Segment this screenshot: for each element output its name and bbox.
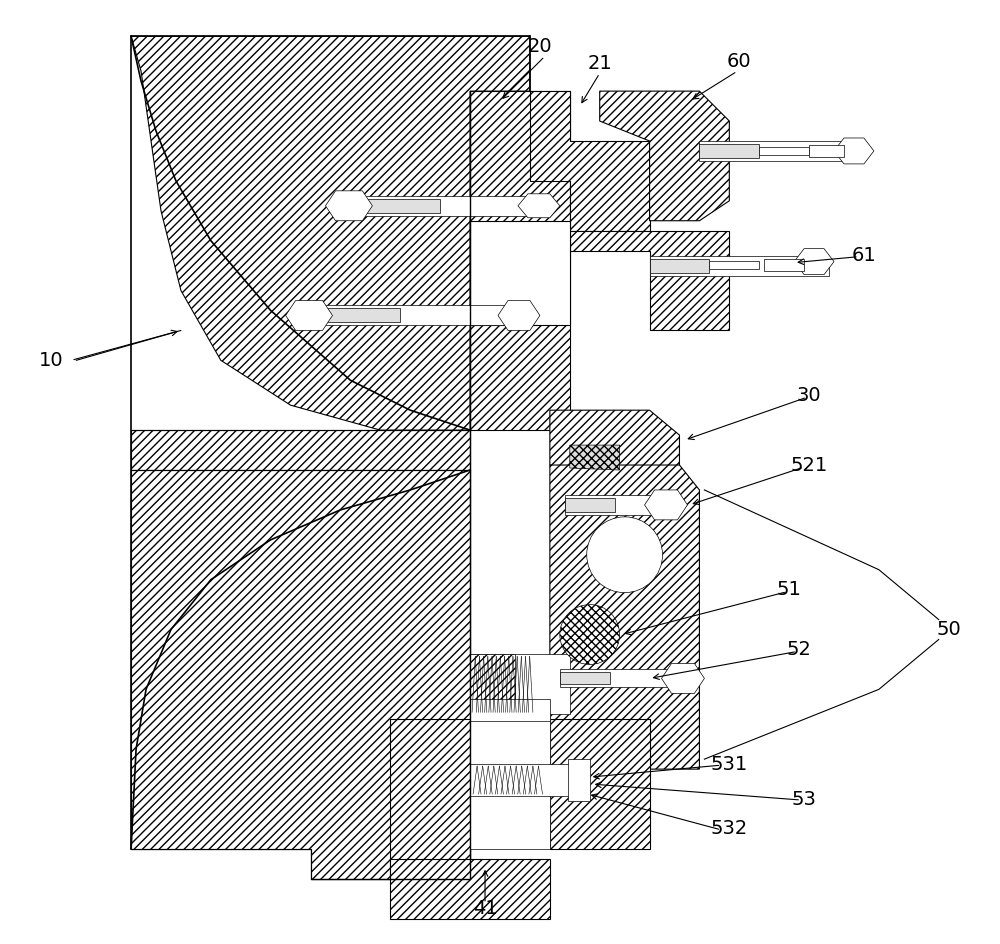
Bar — [321, 306, 520, 326]
Text: 10: 10 — [39, 351, 64, 370]
Polygon shape — [530, 92, 650, 230]
Text: 20: 20 — [528, 37, 552, 56]
Bar — [565, 497, 615, 512]
Text: 30: 30 — [797, 386, 821, 405]
Bar — [650, 259, 709, 273]
Text: 531: 531 — [711, 754, 748, 774]
Text: 53: 53 — [792, 789, 817, 808]
Bar — [650, 256, 829, 276]
Bar — [764, 259, 804, 271]
Polygon shape — [600, 92, 729, 221]
Bar — [809, 145, 844, 157]
Text: 61: 61 — [852, 246, 876, 265]
Text: 21: 21 — [587, 54, 612, 73]
Polygon shape — [550, 411, 679, 490]
Circle shape — [560, 604, 620, 665]
Bar — [560, 672, 610, 684]
Text: 532: 532 — [711, 819, 748, 838]
Bar — [565, 495, 665, 514]
Bar — [470, 764, 575, 796]
Bar — [470, 700, 550, 721]
Polygon shape — [131, 470, 470, 879]
Bar — [390, 859, 550, 919]
Polygon shape — [645, 490, 687, 520]
Polygon shape — [518, 194, 560, 218]
Polygon shape — [286, 300, 332, 330]
Circle shape — [587, 517, 663, 593]
Bar — [568, 759, 590, 801]
Bar — [470, 221, 570, 326]
Polygon shape — [570, 230, 729, 330]
Bar — [360, 195, 540, 216]
Text: 51: 51 — [777, 581, 802, 599]
Bar — [470, 92, 570, 430]
Bar — [709, 261, 759, 269]
Bar — [699, 144, 759, 158]
Polygon shape — [131, 430, 470, 470]
Text: 50: 50 — [936, 620, 961, 639]
Polygon shape — [570, 445, 620, 470]
Text: 52: 52 — [787, 640, 812, 659]
Text: 41: 41 — [473, 900, 497, 919]
Bar — [360, 199, 440, 212]
Bar — [759, 147, 809, 155]
Text: 60: 60 — [727, 52, 752, 71]
Polygon shape — [498, 300, 540, 330]
Bar — [470, 654, 515, 715]
Text: 521: 521 — [790, 456, 828, 475]
Bar — [470, 719, 550, 849]
Polygon shape — [834, 138, 874, 164]
Polygon shape — [550, 465, 699, 769]
Polygon shape — [326, 191, 372, 221]
Bar — [550, 719, 650, 849]
Polygon shape — [131, 36, 530, 430]
Polygon shape — [794, 248, 834, 275]
Bar — [321, 309, 400, 323]
Bar — [390, 719, 470, 879]
Bar — [699, 141, 849, 160]
Bar — [560, 669, 684, 687]
Bar — [470, 654, 570, 715]
Polygon shape — [131, 470, 470, 879]
Polygon shape — [662, 664, 704, 693]
